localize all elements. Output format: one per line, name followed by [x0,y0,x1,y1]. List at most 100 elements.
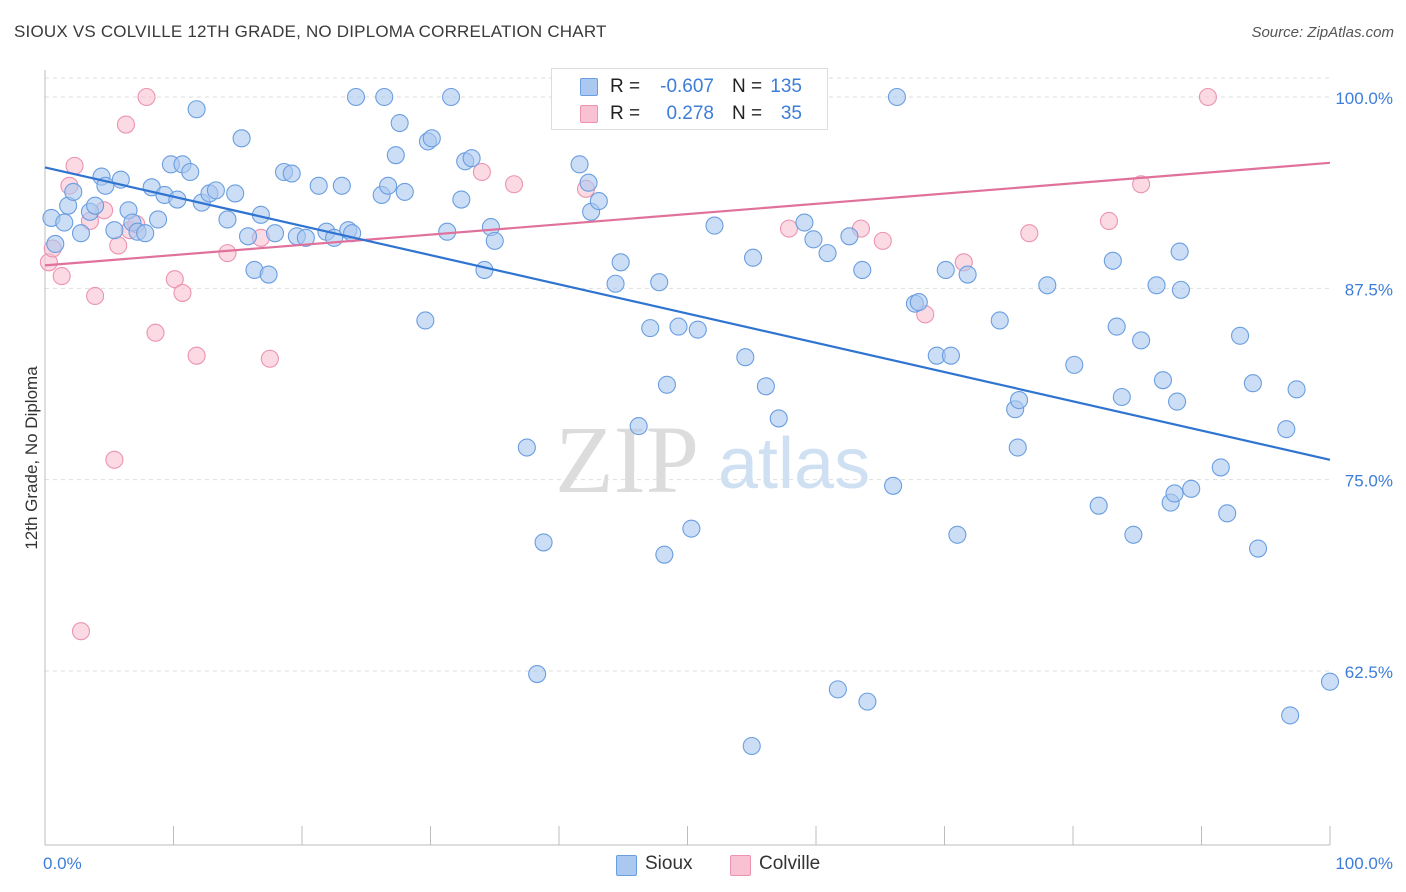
sioux-point [840,227,859,246]
colville-n-label: N = [732,103,763,124]
legend-row-sioux: R = -0.607 N = 135 [552,74,827,100]
correlation-legend: R = -0.607 N = 135 R = 0.278 N = 35 [551,68,828,130]
sioux-point [259,265,278,284]
sioux-point [570,155,589,174]
gridlines [45,77,1330,672]
y-axis-label: 12th Grade, No Diploma [22,366,41,550]
sioux-point [1124,525,1143,544]
sioux-point [226,184,245,203]
sioux-point [1038,276,1057,295]
sioux-point [884,476,903,495]
sioux-point [1277,420,1296,439]
sioux-point [669,317,688,336]
sioux-point [528,665,547,684]
sioux-point [990,311,1009,330]
colville-point [779,219,799,238]
colville-r-label: R = [610,103,641,124]
sioux-point [395,182,414,201]
watermark-zip: ZIP [555,406,699,513]
sioux-point [736,348,755,367]
sioux-point [1287,380,1306,399]
sioux-point [1218,504,1237,523]
sioux-point [105,221,124,240]
sioux-swatch [580,78,598,96]
colville-point [71,622,91,641]
sioux-point [282,164,301,183]
sioux-point [606,274,625,293]
colville-point [873,231,892,250]
sioux-point [206,181,225,200]
sioux-point [238,227,258,246]
sioux-point [265,224,285,243]
sioux-point [332,176,351,195]
y-tick-label: 87.5% [1345,280,1393,299]
sioux-point [629,417,648,436]
sioux-point [390,113,409,133]
sioux-point [887,87,907,107]
colville-legend-label: Colville [759,853,821,874]
sioux-point [462,149,481,168]
sioux-point [818,244,837,263]
y-tick-label: 75.0% [1345,472,1393,491]
colville-point [52,267,71,286]
colville-point [504,175,524,194]
sioux-point [86,196,105,215]
colville-point [173,283,192,302]
colville-point [165,270,184,289]
sioux-legend-label: Sioux [645,853,693,874]
sioux-point [375,87,394,107]
sioux-n-label: N = [732,76,763,97]
colville-point [472,162,491,182]
x-tick-label-max: 100.0% [1335,854,1393,873]
sioux-point [858,692,877,711]
sioux-point [1170,242,1189,261]
sioux-point [1132,331,1151,350]
sioux-point [46,234,65,253]
colville-points [39,87,1217,641]
colville-point [1132,175,1151,194]
colville-point [1020,224,1039,243]
sioux-point [1112,387,1131,407]
sioux-point [71,224,91,243]
sioux-point [682,519,701,538]
sioux-trend-line [44,166,1331,461]
colville-n-value: 35 [780,103,802,124]
colville-point [1099,211,1119,231]
sioux-point [1168,392,1187,411]
sioux-point [1211,458,1230,477]
colville-point [1198,87,1217,107]
sioux-point [55,213,74,232]
sioux-point [64,182,83,201]
sioux-point [948,525,967,544]
sioux-point [1231,326,1250,345]
sioux-point [187,100,206,119]
sioux-point [657,375,676,394]
sioux-point [475,260,494,280]
sioux-point [1103,251,1122,270]
sioux-point [1182,479,1201,498]
colville-legend-swatch [730,855,751,876]
sioux-point [1147,276,1166,295]
sioux-point [1243,374,1262,393]
colville-point [260,349,279,368]
watermark-atlas: atlas [718,424,870,504]
sioux-point [795,213,814,232]
sioux-point [742,736,761,756]
sioux-point [705,216,724,235]
axis-labels: 62.5% 75.0% 87.5% 100.0% 0.0% 100.0% 12th Grad… [22,89,1393,873]
sioux-point [379,176,398,195]
sioux-point [1165,484,1184,503]
sioux-point [853,260,872,280]
colville-point [218,244,237,263]
sioux-point [149,210,168,229]
sioux-point [743,248,763,267]
sioux-point [517,438,536,457]
sioux-point [611,253,630,272]
sioux-point [958,265,977,284]
sioux-point [422,129,441,148]
sioux-point [346,87,366,107]
sioux-point [386,146,405,165]
sioux-point [485,231,504,250]
sioux-point [416,311,435,330]
